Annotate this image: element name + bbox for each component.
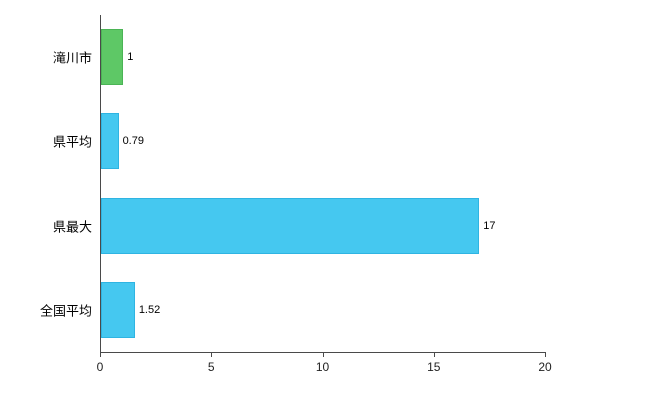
y-axis-label: 県平均 [52,134,92,150]
plot-area: 1 0.79 17 1.52 [100,15,546,353]
y-axis-label: 滝川市 [52,50,92,66]
x-axis-tick [545,353,546,357]
y-axis-label: 県最大 [52,219,92,235]
x-axis-tick-label: 20 [538,360,552,374]
x-axis-tick-label: 10 [315,360,330,374]
bar-1: 0.79 [101,113,144,170]
x-axis-tick [211,353,213,357]
x-axis-tick [433,353,435,357]
x-axis-tick [100,353,101,357]
bar-3: 1.52 [101,281,160,338]
bar-2: 17 [101,197,496,254]
x-axis-tick-label: 15 [427,360,441,374]
bar-0: 1 [101,29,133,86]
bar-value-label: 0.79 [122,135,144,148]
bar-value-label: 1.52 [138,303,161,316]
x-axis-tick-label: 5 [207,360,215,374]
bar-value-label: 17 [483,219,496,232]
x-axis-tick [322,353,324,357]
x-axis-tick-label: 0 [96,360,104,374]
y-axis-label: 全国平均 [39,303,92,319]
bar-value-label: 1 [127,51,134,64]
